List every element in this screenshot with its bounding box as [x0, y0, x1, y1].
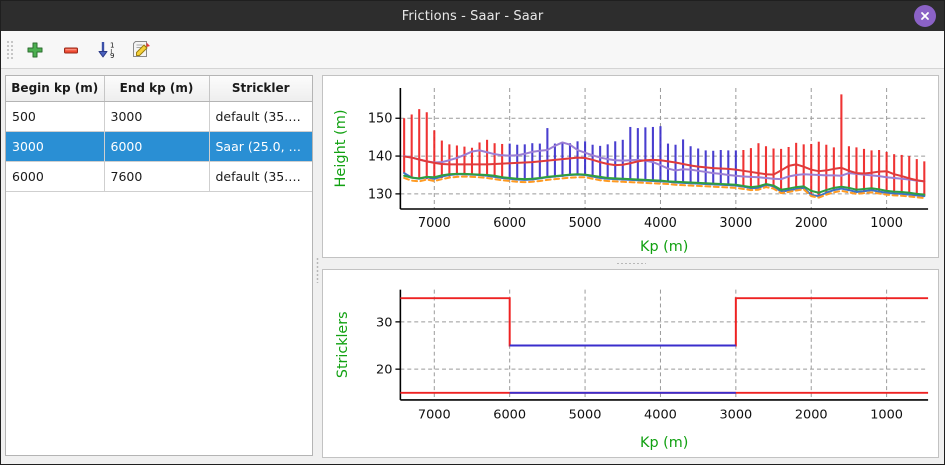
svg-text:30: 30	[376, 315, 392, 330]
svg-text:130: 130	[368, 187, 393, 202]
svg-text:150: 150	[368, 112, 393, 127]
svg-text:7000: 7000	[418, 216, 451, 231]
frictions-table-pane: Begin kp (m) End kp (m) Strickler 500 30…	[1, 75, 313, 464]
svg-text:20: 20	[376, 363, 392, 378]
cell-end-kp[interactable]: 3000	[104, 101, 210, 132]
height-profile-svg: 7000 6000 5000 4000 3000 2000 1000 130 140 150 Kp …	[333, 88, 929, 255]
edit-document-icon	[133, 40, 150, 57]
svg-text:140: 140	[368, 150, 393, 165]
add-row-button[interactable]	[18, 34, 52, 66]
cell-begin-kp[interactable]: 3000	[6, 131, 105, 162]
stricklers-svg: 7000 6000 5000 4000 3000 2000 1000 20 30 Kp (m) St…	[335, 289, 929, 451]
svg-text:7000: 7000	[418, 408, 451, 423]
frictions-table[interactable]: Begin kp (m) End kp (m) Strickler 500 30…	[5, 75, 313, 456]
svg-text:5000: 5000	[569, 216, 602, 231]
svg-text:9: 9	[110, 52, 114, 60]
svg-text:Kp (m): Kp (m)	[640, 239, 688, 255]
cell-begin-kp[interactable]: 6000	[6, 161, 105, 192]
svg-text:3000: 3000	[719, 408, 752, 423]
edit-button[interactable]	[126, 34, 160, 66]
svg-text:6000: 6000	[493, 408, 526, 423]
column-header-begin-kp[interactable]: Begin kp (m)	[6, 76, 105, 102]
minus-icon	[64, 47, 78, 53]
svg-text:1: 1	[110, 41, 114, 49]
main-toolbar: 1 9	[1, 31, 944, 69]
column-header-end-kp[interactable]: End kp (m)	[104, 76, 210, 102]
main-content: Begin kp (m) End kp (m) Strickler 500 30…	[1, 69, 944, 464]
cell-strickler[interactable]: default (35.0, …	[209, 101, 312, 132]
svg-text:Stricklers: Stricklers	[335, 312, 351, 379]
window-titlebar: Frictions - Saar - Saar	[1, 1, 944, 31]
table-row-selected[interactable]: 3000 6000 Saar (25.0, 15.0)	[6, 131, 312, 162]
close-window-button[interactable]	[914, 5, 936, 27]
svg-text:2000: 2000	[795, 216, 828, 231]
plus-icon	[27, 42, 43, 57]
table-row[interactable]: 6000 7600 default (35.0, …	[6, 161, 312, 192]
window-title: Frictions - Saar - Saar	[401, 8, 544, 24]
svg-text:4000: 4000	[644, 216, 677, 231]
svg-text:Height (m): Height (m)	[333, 110, 349, 188]
cell-strickler[interactable]: Saar (25.0, 15.0)	[209, 131, 312, 162]
toolbar-drag-handle[interactable]	[5, 38, 13, 61]
svg-text:6000: 6000	[493, 216, 526, 231]
svg-text:4000: 4000	[644, 408, 677, 423]
horizontal-splitter[interactable]	[322, 258, 939, 269]
vertical-splitter[interactable]	[313, 75, 322, 464]
cell-end-kp[interactable]: 6000	[104, 131, 210, 162]
table-row[interactable]: 500 3000 default (35.0, …	[6, 101, 312, 132]
close-icon	[921, 12, 929, 20]
sort-ascending-icon: 1 9	[98, 41, 114, 60]
table-header-row: Begin kp (m) End kp (m) Strickler	[6, 76, 312, 102]
svg-text:5000: 5000	[569, 408, 602, 423]
svg-text:1000: 1000	[870, 216, 903, 231]
height-profile-plot[interactable]: 7000 6000 5000 4000 3000 2000 1000 130 140 150 Kp …	[322, 75, 939, 258]
svg-text:1000: 1000	[870, 408, 903, 423]
table-empty-area[interactable]	[6, 191, 312, 455]
sort-button[interactable]: 1 9	[90, 34, 124, 66]
svg-text:Kp (m): Kp (m)	[640, 435, 688, 451]
cell-strickler[interactable]: default (35.0, …	[209, 161, 312, 192]
column-header-strickler[interactable]: Strickler	[209, 76, 312, 102]
plots-pane: 7000 6000 5000 4000 3000 2000 1000 130 140 150 Kp …	[322, 75, 944, 464]
stricklers-plot[interactable]: 7000 6000 5000 4000 3000 2000 1000 20 30 Kp (m) St…	[322, 269, 939, 458]
frictions-grid: Begin kp (m) End kp (m) Strickler 500 30…	[6, 76, 312, 192]
svg-text:3000: 3000	[719, 216, 752, 231]
remove-row-button[interactable]	[54, 34, 88, 66]
cell-begin-kp[interactable]: 500	[6, 101, 105, 132]
cell-end-kp[interactable]: 7600	[104, 161, 210, 192]
svg-text:2000: 2000	[795, 408, 828, 423]
